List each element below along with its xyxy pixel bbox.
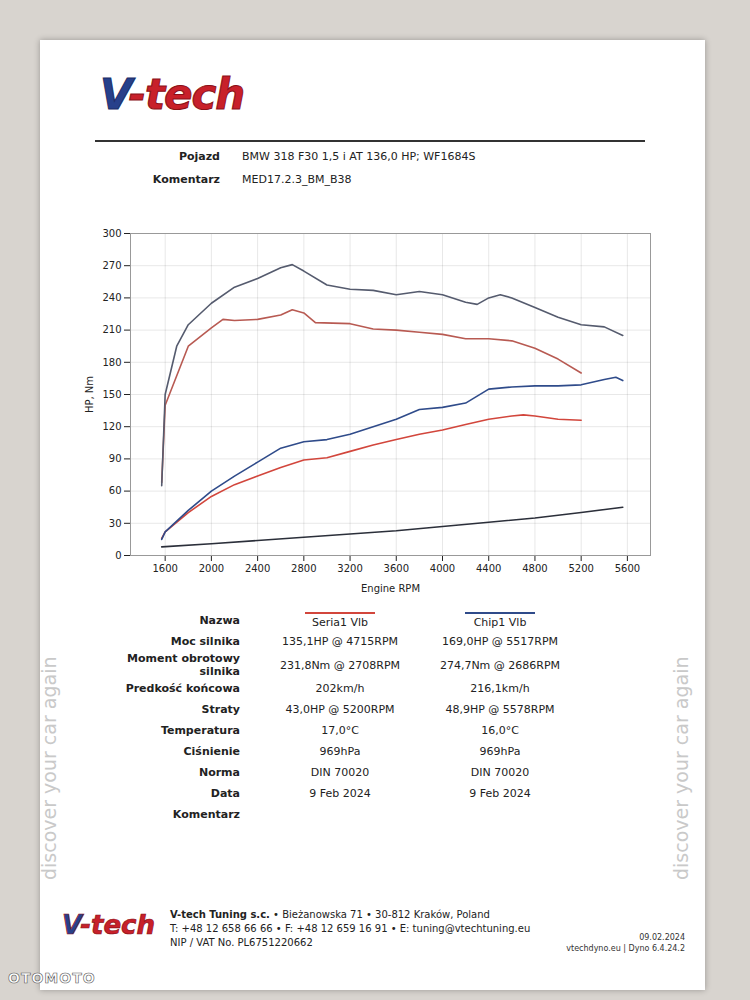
html-text:V -tech: V -tech <box>62 910 155 940</box>
svg-text:120: 120 <box>102 421 121 432</box>
html-text:Norma: Norma <box>198 766 240 779</box>
html-text:216,1km/h: 216,1km/h <box>470 682 530 695</box>
svg-text:30: 30 <box>109 518 122 529</box>
html-text:MED17.2.3_BM_B38: MED17.2.3_BM_B38 <box>242 173 352 186</box>
html-text:T: +48 12 658 66 66 • F: +48 1: T: +48 12 658 66 66 • F: +48 12 659 16 9… <box>170 923 531 934</box>
svg-text:210: 210 <box>102 324 121 335</box>
html-text:169,0HP @ 5517RPM: 169,0HP @ 5517RPM <box>441 635 559 648</box>
html-text:V-tech Tuning s.c. • Bieżanows: V-tech Tuning s.c. • Bieżanowska 71 • 30… <box>170 909 490 920</box>
html-text:969hPa: 969hPa <box>319 745 361 758</box>
svg-text:2800: 2800 <box>291 563 316 574</box>
html-text:Ciśnienie: Ciśnienie <box>183 745 240 758</box>
html-text:Data: Data <box>210 787 240 800</box>
html-text:DIN 70020: DIN 70020 <box>310 766 370 779</box>
html-text:NIP / VAT No. PL6751220662: NIP / VAT No. PL6751220662 <box>170 937 313 948</box>
svg-text:5600: 5600 <box>615 563 640 574</box>
html-text:231,8Nm @ 2708RPM: 231,8Nm @ 2708RPM <box>279 658 401 672</box>
html-text:202km/h: 202km/h <box>315 682 365 695</box>
html-text:vtechdyno.eu | Dyno 6.4.24.2: vtechdyno.eu | Dyno 6.4.24.2 <box>566 944 685 953</box>
svg-text:4800: 4800 <box>522 563 547 574</box>
svg-text:0: 0 <box>115 550 121 561</box>
svg-text:Engine RPM: Engine RPM <box>361 583 420 594</box>
svg-text:4000: 4000 <box>430 563 455 574</box>
svg-text:270: 270 <box>102 260 121 271</box>
html-text:9 Feb 2024: 9 Feb 2024 <box>469 787 531 800</box>
html-text:43,0HP @ 5200RPM: 43,0HP @ 5200RPM <box>285 703 395 716</box>
html-text:Temperatura: Temperatura <box>160 724 240 737</box>
html-text:48,9HP @ 5578RPM: 48,9HP @ 5578RPM <box>445 703 555 716</box>
svg-text:180: 180 <box>102 357 121 368</box>
html-text:discover your car again: discover your car again <box>38 656 60 880</box>
html-text:Komentarz: Komentarz <box>152 173 220 186</box>
svg-text:150: 150 <box>102 389 121 400</box>
svg-text:HP, Nm: HP, Nm <box>84 376 95 413</box>
html-text:Moc silnika: Moc silnika <box>170 635 240 648</box>
html-text:Chip1 Vlb: Chip1 Vlb <box>473 616 527 629</box>
html-text:Pojazd: Pojazd <box>178 150 220 163</box>
html-text:BMW 318 F30 1,5 i AT 136,0 HP;: BMW 318 F30 1,5 i AT 136,0 HP; WF1684S <box>242 150 476 163</box>
svg-text:2400: 2400 <box>245 563 270 574</box>
svg-text:4400: 4400 <box>476 563 501 574</box>
html-text:Nazwa: Nazwa <box>199 614 240 627</box>
svg-text:2000: 2000 <box>199 563 224 574</box>
html-text:OTOMOTO: OTOMOTO <box>8 970 96 986</box>
html-text:Straty: Straty <box>201 703 240 716</box>
html-text:9 Feb 2024: 9 Feb 2024 <box>309 787 371 800</box>
svg-text:1600: 1600 <box>152 563 177 574</box>
html-text:135,1HP @ 4715RPM: 135,1HP @ 4715RPM <box>281 635 399 648</box>
html-text:Seria1 Vlb: Seria1 Vlb <box>311 616 369 629</box>
html-text:discover your car again: discover your car again <box>670 656 692 880</box>
html-text:DIN 70020: DIN 70020 <box>470 766 530 779</box>
html-text:16,0°C: 16,0°C <box>481 724 519 737</box>
svg-text:60: 60 <box>109 485 122 496</box>
html-text:09.02.2024: 09.02.2024 <box>639 933 685 942</box>
html-text:V -tech: V -tech <box>100 70 245 119</box>
svg-text:300: 300 <box>102 228 121 239</box>
svg-text:5200: 5200 <box>568 563 593 574</box>
html-text:969hPa: 969hPa <box>479 745 521 758</box>
html-text:274,7Nm @ 2686RPM: 274,7Nm @ 2686RPM <box>439 658 561 672</box>
svg-text:90: 90 <box>109 453 122 464</box>
html-text:Moment obrotowy silnika: Moment obrotowy silnika <box>127 652 240 678</box>
html-text:Predkość końcowa: Predkość końcowa <box>125 682 240 695</box>
html-text:Komentarz: Komentarz <box>172 808 240 821</box>
html-text:17,0°C: 17,0°C <box>321 724 359 737</box>
svg-text:3200: 3200 <box>337 563 362 574</box>
svg-text:3600: 3600 <box>384 563 409 574</box>
svg-text:240: 240 <box>102 292 121 303</box>
